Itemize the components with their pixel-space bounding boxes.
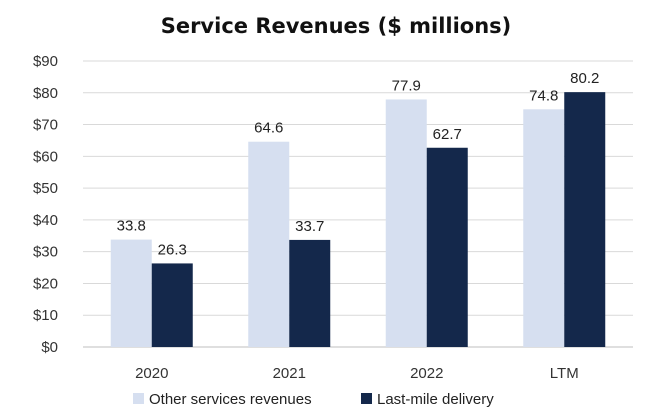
x-tick-label: 2020 xyxy=(135,365,168,382)
y-tick-label: $20 xyxy=(33,275,58,292)
data-label: 33.8 xyxy=(117,218,146,235)
data-label: 33.7 xyxy=(295,218,324,235)
data-label: 74.8 xyxy=(529,87,558,104)
y-tick-label: $90 xyxy=(33,53,58,70)
bar-last-mile-LTM xyxy=(564,92,606,348)
y-tick-label: $70 xyxy=(33,117,58,134)
y-tick-label: $10 xyxy=(33,307,58,324)
y-tick-label: $40 xyxy=(33,212,58,229)
bars xyxy=(110,92,606,348)
data-labels: 33.8 26.3 64.6 33.7 77.9 62.7 74.8 80.2 xyxy=(117,70,600,258)
bar-last-mile-2021 xyxy=(289,239,331,347)
data-label: 80.2 xyxy=(570,70,599,87)
legend-label: Last-mile delivery xyxy=(377,391,494,408)
y-tick-label: $60 xyxy=(33,148,58,165)
legend-swatch-0 xyxy=(133,393,144,404)
bar-last-mile-2020 xyxy=(151,263,193,347)
y-tick-label: $50 xyxy=(33,180,58,197)
data-label: 62.7 xyxy=(433,126,462,143)
y-tick-label: $80 xyxy=(33,85,58,102)
bar-other-services-2022 xyxy=(385,99,427,347)
legend-label: Other services revenues xyxy=(149,391,312,408)
chart-title: Service Revenues ($ millions) xyxy=(161,14,512,38)
legend-swatch-1 xyxy=(361,393,372,404)
data-label: 26.3 xyxy=(158,241,187,258)
x-tick-label: 2022 xyxy=(410,365,443,382)
bar-other-services-2021 xyxy=(248,141,290,347)
bar-last-mile-2022 xyxy=(426,147,468,347)
bar-other-services-LTM xyxy=(523,109,565,348)
x-tick-label: 2021 xyxy=(273,365,306,382)
data-label: 77.9 xyxy=(392,77,421,94)
bar-other-services-2020 xyxy=(110,239,152,347)
y-tick-label: $30 xyxy=(33,244,58,261)
data-label: 64.6 xyxy=(254,120,283,137)
y-axis: $0 $10 $20 $30 $40 $50 $60 $70 $80 $90 xyxy=(33,53,58,356)
x-tick-label: LTM xyxy=(550,365,579,382)
legend: Other services revenues Last-mile deliver… xyxy=(133,391,494,408)
y-tick-label: $0 xyxy=(41,339,58,356)
x-axis: 2020 2021 2022 LTM xyxy=(135,365,579,382)
